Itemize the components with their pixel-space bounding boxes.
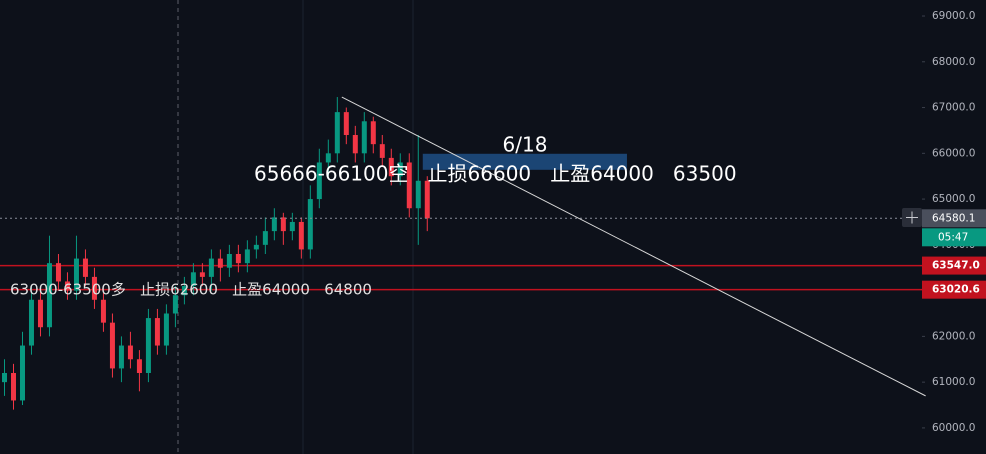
annotation-long: 63000-63500多 止损62600 止盈64000 64800 (10, 281, 372, 299)
level-label: 63020.6 (932, 284, 980, 296)
candle-body (217, 258, 223, 268)
current-price-box (922, 209, 986, 228)
annotation-date: 6/18 (503, 133, 548, 157)
candle-body (424, 180, 430, 219)
price-axis: 60000.061000.062000.063000.064000.065000… (922, 10, 986, 434)
level-label: 63547.0 (932, 260, 980, 272)
candle-body (46, 263, 52, 328)
countdown-label: 05:47 (938, 231, 968, 243)
candle-body (379, 144, 385, 158)
y-tick-label: 67000.0 (932, 102, 975, 114)
level-label-box (922, 256, 986, 275)
candle-body (262, 231, 268, 245)
y-tick-label: 60000.0 (932, 422, 975, 434)
candle-body (235, 254, 241, 264)
candle-body (208, 258, 214, 277)
candle-body (10, 372, 16, 401)
candle-body (190, 272, 196, 287)
candle-body (307, 199, 313, 250)
y-tick-label: 61000.0 (932, 376, 975, 388)
y-tick-label: 69000.0 (932, 10, 975, 22)
candle-body (334, 112, 340, 154)
candle-body (100, 299, 106, 323)
candle-body (226, 254, 232, 268)
candle-body (145, 318, 151, 373)
candle-body (127, 345, 133, 360)
candle-body (352, 135, 358, 154)
candle-body (415, 180, 421, 209)
candle-body (316, 162, 322, 200)
candle-body (280, 217, 286, 232)
candle-body (163, 313, 169, 346)
level-label-box (922, 280, 986, 299)
candle-body (1, 372, 7, 383)
candle-body (388, 157, 394, 177)
candle-body (397, 162, 403, 177)
candle-body (325, 153, 331, 163)
annotation-short: 65666-66100空 止损66600 止盈64000 63500 (254, 162, 737, 186)
candle-body (253, 244, 259, 250)
candle-body (271, 217, 277, 232)
y-tick-label: 68000.0 (932, 56, 975, 68)
candle-body (244, 249, 250, 264)
candle-body (370, 121, 376, 145)
candle-body (55, 263, 61, 282)
candle-body (73, 258, 79, 291)
candle-body (118, 345, 124, 369)
zone (422, 153, 627, 170)
trendline (341, 96, 926, 397)
candle-body (19, 345, 25, 401)
candle-body (136, 359, 142, 373)
candle-body (109, 322, 115, 369)
candle-body (361, 121, 367, 154)
candle-body (172, 295, 178, 314)
candle-body (28, 299, 34, 346)
candle-body (343, 112, 349, 136)
current-price-label: 64580.1 (932, 212, 975, 224)
candle-body (298, 221, 304, 250)
candle-body (406, 162, 412, 209)
plot-area: 6/18 65666-66100空 止损66600 止盈64000 63500 63… (0, 96, 926, 410)
countdown-box (922, 228, 986, 247)
candle-body (181, 286, 187, 296)
y-tick-label: 65000.0 (932, 193, 975, 205)
y-tick-label: 62000.0 (932, 330, 975, 342)
candle-body (64, 281, 70, 291)
y-tick-label: 66000.0 (932, 147, 975, 159)
candle-body (154, 318, 160, 346)
candle-body (199, 272, 205, 277)
candle-body (82, 258, 88, 277)
candle-body (91, 276, 97, 300)
candle-body (289, 221, 295, 232)
candle-body (37, 299, 43, 328)
